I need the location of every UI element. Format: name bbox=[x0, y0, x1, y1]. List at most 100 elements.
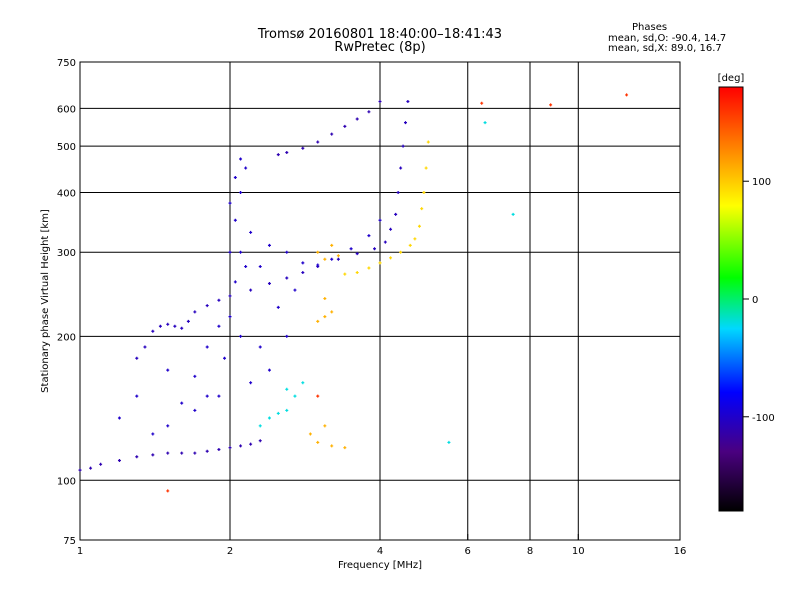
data-point bbox=[258, 439, 262, 443]
colorbar-ticks: 100 0 -100 bbox=[743, 177, 775, 424]
data-point bbox=[135, 394, 139, 398]
data-point bbox=[378, 261, 382, 265]
data-point bbox=[399, 250, 403, 254]
data-point bbox=[158, 324, 162, 328]
data-point bbox=[239, 157, 243, 161]
data-point bbox=[249, 381, 253, 385]
data-point bbox=[336, 257, 340, 261]
y-tick-label: 500 bbox=[57, 142, 76, 153]
data-point bbox=[336, 254, 340, 258]
data-point bbox=[394, 212, 398, 216]
data-point bbox=[205, 449, 209, 453]
colorbar-tick-label: 0 bbox=[752, 295, 758, 306]
y-tick-label: 600 bbox=[57, 104, 76, 115]
data-point bbox=[276, 305, 280, 309]
data-point bbox=[233, 175, 237, 179]
data-point bbox=[135, 455, 139, 459]
data-point bbox=[483, 121, 487, 125]
data-point bbox=[316, 319, 320, 323]
data-point bbox=[258, 345, 262, 349]
data-point bbox=[323, 315, 327, 319]
data-point bbox=[217, 324, 221, 328]
data-point bbox=[316, 250, 320, 254]
data-point bbox=[401, 144, 405, 148]
data-point bbox=[193, 310, 197, 314]
data-point bbox=[396, 190, 400, 194]
data-point bbox=[389, 256, 393, 260]
data-point bbox=[301, 146, 305, 150]
data-point bbox=[343, 124, 347, 128]
data-point bbox=[413, 237, 417, 241]
data-point bbox=[99, 462, 103, 466]
data-point bbox=[186, 319, 190, 323]
data-point bbox=[330, 243, 334, 247]
data-point bbox=[180, 326, 184, 330]
data-point bbox=[267, 416, 271, 420]
data-point bbox=[285, 250, 289, 254]
data-point bbox=[343, 272, 347, 276]
data-point bbox=[258, 424, 262, 428]
y-tick-label: 200 bbox=[57, 332, 76, 343]
data-point bbox=[367, 234, 371, 238]
data-point bbox=[205, 345, 209, 349]
data-point bbox=[383, 240, 387, 244]
data-point bbox=[228, 250, 232, 254]
data-point bbox=[480, 101, 484, 105]
data-point bbox=[117, 416, 121, 420]
data-point bbox=[316, 440, 320, 444]
data-point bbox=[193, 408, 197, 412]
data-point bbox=[89, 466, 93, 470]
data-point bbox=[301, 271, 305, 275]
data-point bbox=[355, 252, 359, 256]
data-point bbox=[228, 201, 232, 205]
data-point bbox=[217, 298, 221, 302]
data-point bbox=[549, 103, 553, 107]
data-point bbox=[166, 322, 170, 326]
colorbar-tick-label: -100 bbox=[752, 413, 775, 424]
x-tick-label: 8 bbox=[527, 546, 533, 557]
data-point bbox=[323, 424, 327, 428]
data-point bbox=[422, 190, 426, 194]
data-point bbox=[417, 224, 421, 228]
data-point bbox=[349, 247, 353, 251]
data-point bbox=[285, 150, 289, 154]
colorbar-tick-label: 100 bbox=[752, 177, 771, 188]
data-point bbox=[258, 265, 262, 269]
data-point bbox=[249, 230, 253, 234]
data-point bbox=[228, 446, 232, 450]
x-axis-label: Frequency [MHz] bbox=[338, 560, 422, 571]
data-point bbox=[244, 265, 248, 269]
data-point bbox=[293, 394, 297, 398]
data-point bbox=[267, 282, 271, 286]
y-tick-label: 75 bbox=[63, 536, 76, 547]
data-point bbox=[285, 387, 289, 391]
data-point bbox=[406, 100, 410, 104]
data-point bbox=[323, 257, 327, 261]
data-point bbox=[316, 394, 320, 398]
data-point bbox=[151, 453, 155, 457]
data-point bbox=[228, 294, 232, 298]
data-point bbox=[285, 276, 289, 280]
data-point bbox=[276, 411, 280, 415]
data-point bbox=[223, 356, 227, 360]
y-tick-label: 400 bbox=[57, 188, 76, 199]
stats-o-mode: mean, sd,O: -90.4, 14.7 bbox=[608, 33, 727, 44]
data-point bbox=[249, 288, 253, 292]
data-point bbox=[367, 266, 371, 270]
data-point bbox=[267, 368, 271, 372]
data-point bbox=[367, 110, 371, 114]
data-point bbox=[330, 132, 334, 136]
data-point bbox=[166, 451, 170, 455]
data-point bbox=[228, 315, 232, 319]
data-point bbox=[205, 304, 209, 308]
data-point bbox=[424, 166, 428, 170]
axis-ticks: 1 2 4 6 8 10 16 75 100 200 300 400 500 600 750 bbox=[57, 58, 686, 557]
data-point bbox=[166, 424, 170, 428]
y-axis-label: Stationary phase Virtual Height [km] bbox=[40, 209, 51, 393]
data-point bbox=[205, 394, 209, 398]
data-point bbox=[135, 356, 139, 360]
data-point bbox=[330, 257, 334, 261]
data-point bbox=[151, 329, 155, 333]
data-point bbox=[420, 207, 424, 211]
